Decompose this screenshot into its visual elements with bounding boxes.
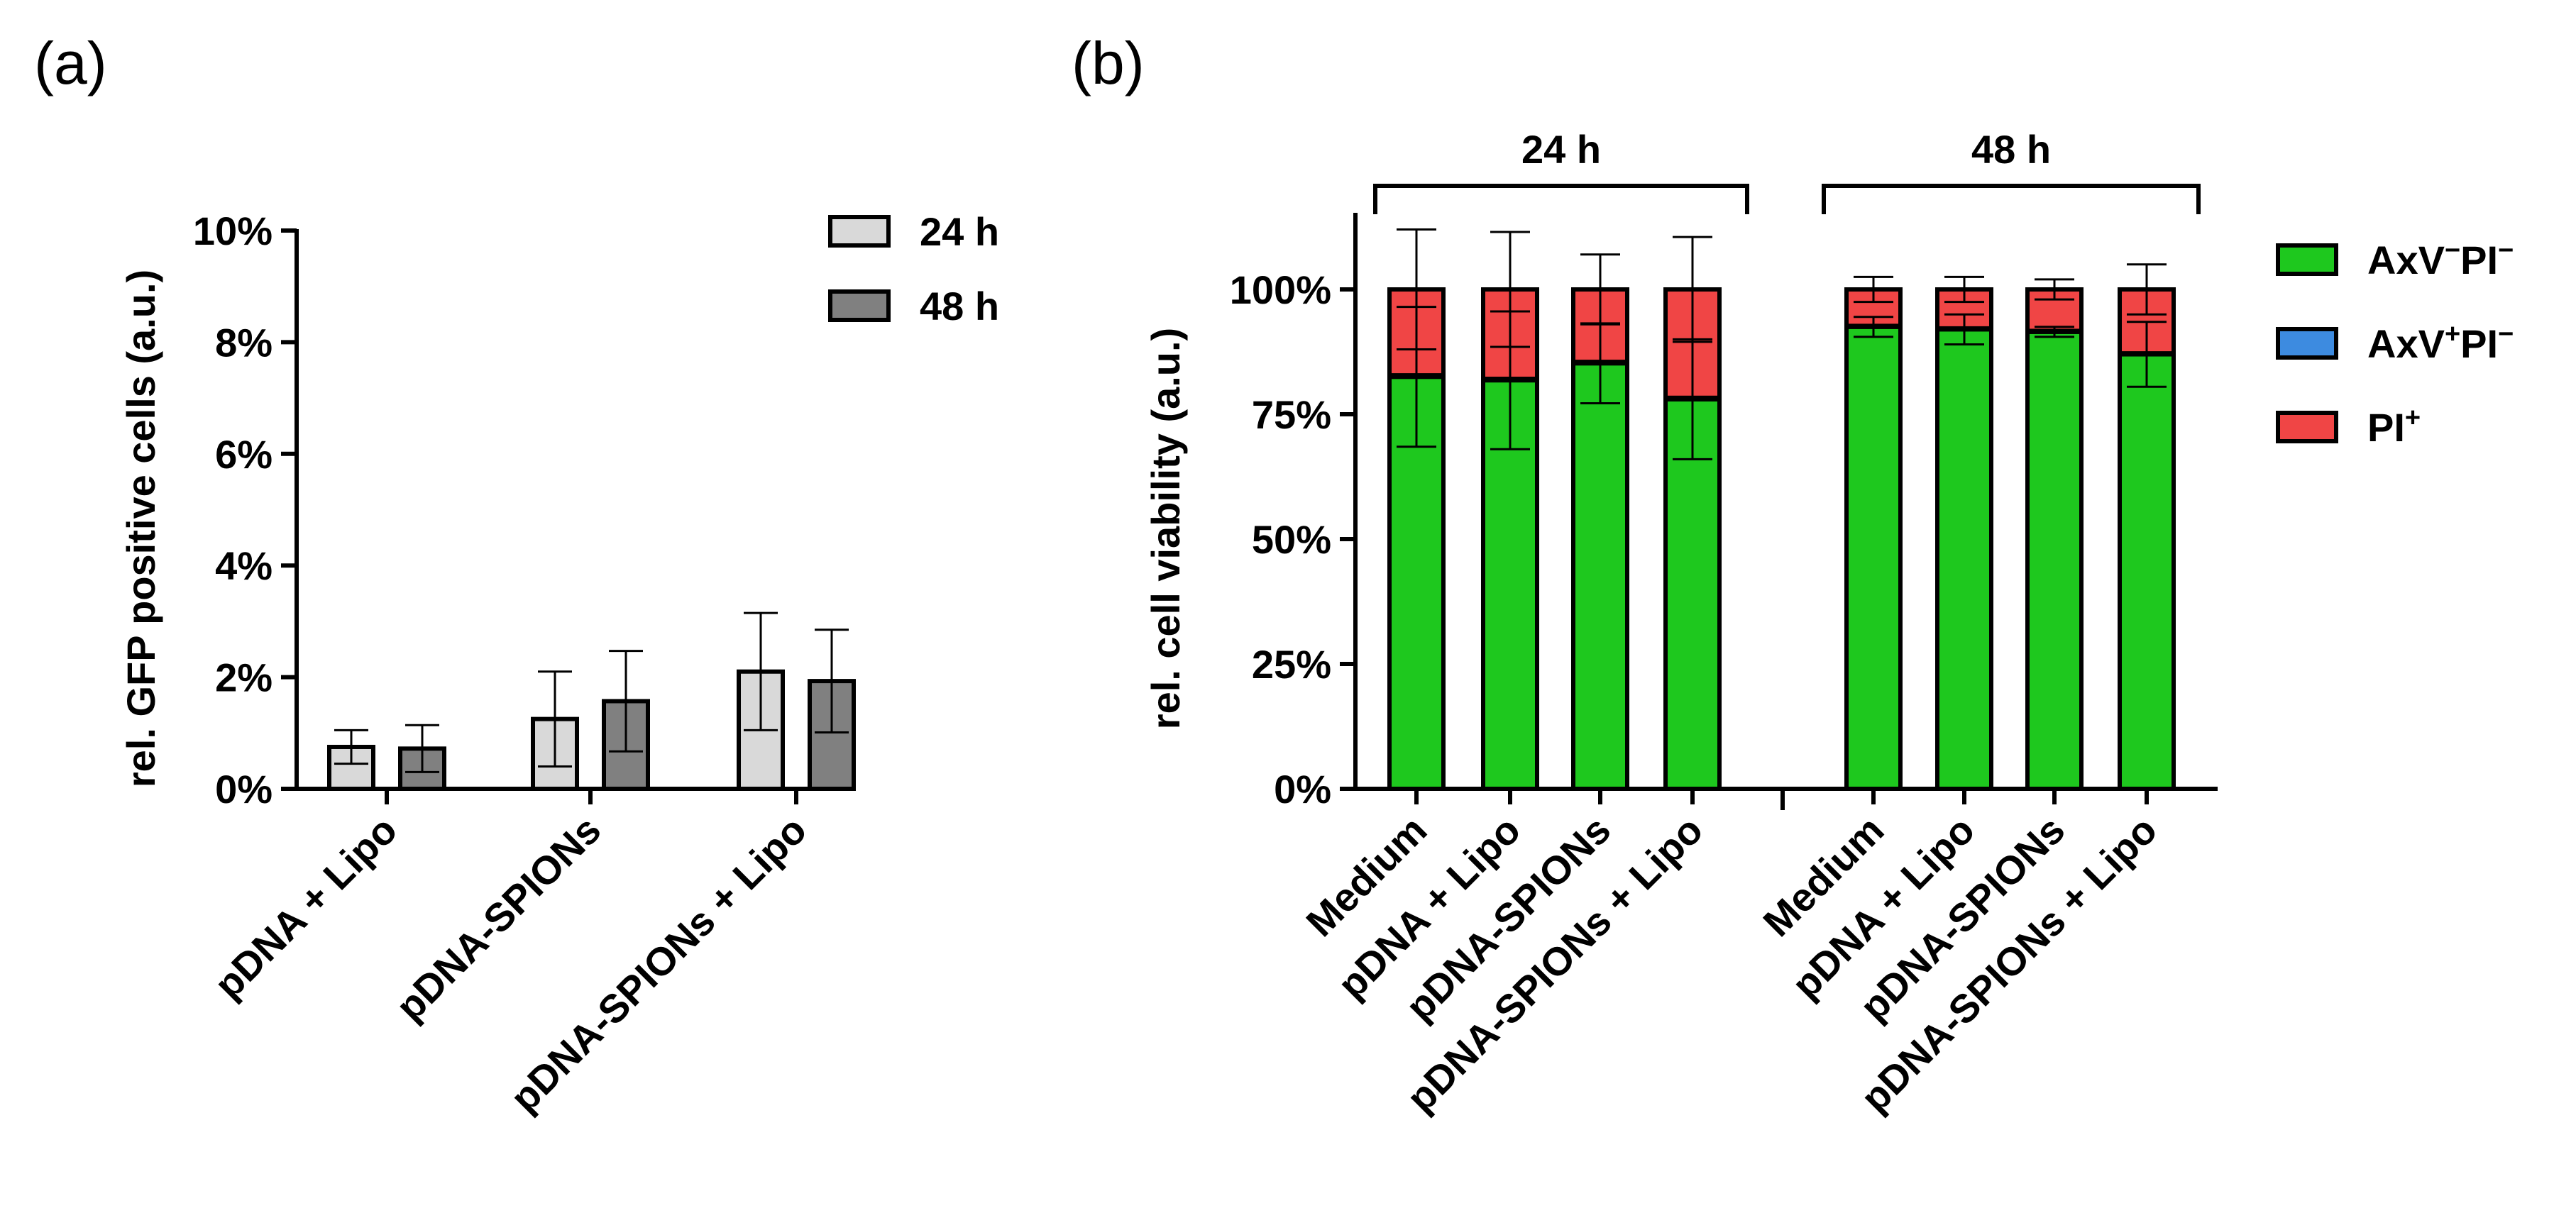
panel-a-error-bar: [815, 628, 849, 734]
panel-b-error-bar-green: [2127, 321, 2167, 388]
panel-b-legend-swatch: [2276, 411, 2338, 443]
panel-b-error-bar-green: [1944, 313, 1984, 345]
panel-b-stacked-bar: [2118, 263, 2176, 791]
panel-a-y-tick-label: 0%: [215, 767, 273, 812]
panel-b-bar-segment-axv-neg-pi-neg: [1935, 327, 1993, 791]
panel-b-legend-label: AxV−PI−: [2367, 236, 2514, 282]
panel-a-bars: [327, 611, 856, 792]
panel-b-legend: AxV−PI− AxV+PI− PI+: [2276, 236, 2514, 450]
panel-b-stacked-bar: [1844, 275, 1903, 791]
panel-b-error-bar-red: [1854, 275, 1893, 304]
panel-b-bar-segment-axv-neg-pi-neg: [2025, 329, 2084, 791]
panel-b-bracket-line: [1822, 184, 2201, 214]
panel-b-legend-item: AxV+PI−: [2276, 319, 2514, 366]
panel-b-y-tick-label: 75%: [1252, 392, 1331, 437]
panel-b-error-bar-red: [1397, 228, 1436, 350]
panel-a-x-tick-label: pDNA-SPIONs: [387, 807, 610, 1029]
panel-b-y-axis-title: rel. cell viability (a.u.): [1143, 328, 1188, 729]
panel-b-viability-chart: (b) rel. cell viability (a.u.) 24 h 48 h …: [1072, 30, 2514, 1121]
panel-b-stacked-bar: [1387, 228, 1446, 791]
panel-b-legend-item: AxV−PI−: [2276, 236, 2514, 282]
panel-a-legend-item: 24 h: [828, 209, 999, 254]
panel-b-stacked-bar: [1571, 253, 1629, 791]
panel-a-axes: [295, 229, 855, 804]
panel-a-y-tick-label: 10%: [193, 209, 273, 253]
panel-a-y-tick-label: 4%: [215, 543, 273, 588]
panel-a-error-bar: [405, 724, 439, 773]
panel-b-stacked-bar: [1481, 231, 1539, 791]
panel-b-error-bar-red: [1580, 253, 1620, 326]
panel-a-error-bar: [609, 650, 643, 753]
panel-b-group-bracket: 24 h: [1373, 127, 1749, 214]
panel-b-group-label: 48 h: [1971, 127, 2051, 172]
panel-a-gfp-chart: (a) rel. GFP positive cells (a.u.) 0% 2% 4…: [34, 30, 999, 1121]
panel-b-bar-segment-axv-neg-pi-neg: [1663, 397, 1722, 791]
panel-b-bar-segment-axv-neg-pi-neg: [1571, 361, 1629, 791]
panel-a-label: (a): [34, 30, 107, 96]
panel-b-group-bracket: 48 h: [1822, 127, 2201, 214]
panel-b-error-bar-green: [1854, 316, 1893, 338]
panel-a-x-tick-label: pDNA + Lipo: [206, 807, 406, 1007]
panel-b-y-tick-label: 100%: [1230, 267, 1331, 312]
panel-b-bar-segment-axv-neg-pi-neg: [2118, 352, 2176, 791]
panel-a-y-ticks: 0% 2% 4% 6% 8% 10%: [193, 209, 297, 812]
panel-a-legend-label: 24 h: [920, 209, 999, 254]
panel-b-stacked-bar: [2025, 278, 2084, 791]
panel-b-error-bar-red: [2127, 263, 2167, 316]
panel-a-legend: 24 h 48 h: [828, 209, 999, 328]
panel-b-axes: [1353, 213, 2218, 810]
panel-b-y-tick-label: 0%: [1274, 767, 1331, 812]
panel-b-error-bar-red: [1490, 231, 1530, 348]
panel-b-legend-label: AxV+PI−: [2367, 319, 2514, 366]
panel-b-error-bar-red: [1673, 236, 1712, 343]
panel-b-y-ticks: 0% 25% 50% 75% 100%: [1230, 267, 1355, 812]
panel-b-error-bar-green: [2035, 326, 2074, 338]
panel-a-error-bar: [334, 729, 368, 765]
panel-a-y-tick-label: 8%: [215, 320, 273, 365]
panel-b-stacked-bar: [1663, 236, 1722, 791]
panel-b-legend-swatch: [2276, 243, 2338, 276]
panel-b-legend-swatch: [2276, 327, 2338, 360]
panel-b-error-bar-red: [2035, 278, 2074, 301]
panel-b-error-bar-red: [1944, 275, 1984, 304]
panel-a-y-axis-title: rel. GFP positive cells (a.u.): [119, 270, 163, 787]
panel-b-y-tick-label: 25%: [1252, 642, 1331, 687]
panel-a-legend-swatch: [828, 289, 891, 322]
panel-b-label: (b): [1072, 30, 1145, 96]
panel-b-legend-item: PI+: [2276, 403, 2421, 450]
panel-a-legend-swatch: [828, 215, 891, 248]
panel-b-group-brackets: 24 h 48 h: [1373, 127, 2201, 214]
panel-b-bracket-line: [1373, 184, 1749, 214]
panel-b-legend-label: PI+: [2367, 403, 2421, 450]
panel-b-y-tick-label: 50%: [1252, 517, 1331, 562]
panel-a-y-tick-label: 6%: [215, 432, 273, 477]
panel-a-y-tick-label: 2%: [215, 655, 273, 700]
panel-a-error-bar: [744, 611, 778, 731]
panel-b-group-label: 24 h: [1521, 127, 1601, 172]
panel-b-bars: [1387, 228, 2176, 791]
panel-a-error-bar: [538, 670, 572, 768]
panel-a-legend-item: 48 h: [828, 284, 999, 328]
panel-b-stacked-bar: [1935, 275, 1993, 791]
panel-a-legend-label: 48 h: [920, 284, 999, 328]
panel-b-bar-segment-axv-neg-pi-neg: [1844, 324, 1903, 791]
